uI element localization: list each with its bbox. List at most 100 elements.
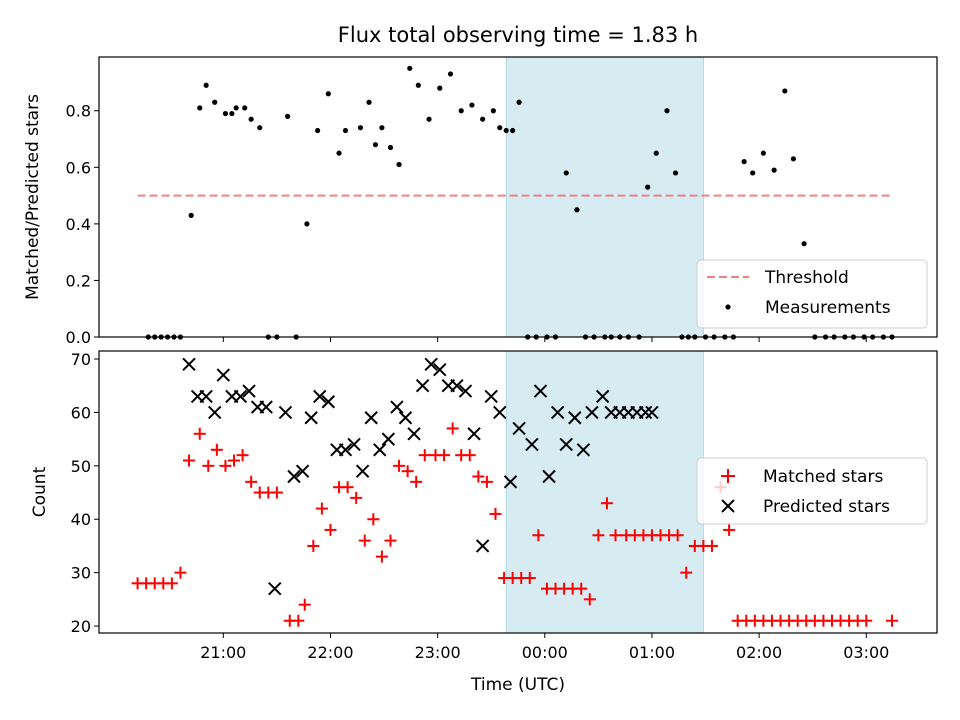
legend-predicted-label: Predicted stars — [763, 497, 890, 517]
predicted-star-marker — [347, 437, 361, 452]
bottom-legend-box — [696, 457, 928, 525]
measurement-point — [458, 108, 464, 114]
measurement-point — [407, 65, 413, 71]
predicted-star-marker — [373, 443, 387, 457]
measurement-point — [447, 71, 454, 77]
measurement-point — [248, 116, 254, 122]
measurement-point — [469, 102, 475, 108]
predicted-star-marker — [233, 389, 248, 404]
bottom-panel: 20 30 40 50 60 70 21:00 22:00 23:00 00:00 01:00 02… — [30, 350, 938, 695]
measurement-point — [426, 116, 432, 122]
measurement-point — [645, 184, 651, 190]
matched-star-marker — [193, 427, 206, 440]
measurement-point — [203, 82, 209, 88]
matched-star-marker — [463, 449, 476, 462]
matched-star-marker — [183, 454, 196, 467]
measurement-point — [415, 82, 421, 88]
top-y-axis-label: Matched/Predicted stars — [23, 94, 43, 300]
predicted-star-marker — [390, 400, 404, 414]
predicted-star-marker — [585, 405, 599, 420]
bottom-y-axis-label: Count — [30, 466, 50, 517]
matched-star-marker — [532, 529, 545, 542]
measurement-point — [741, 159, 747, 165]
matched-star-marker — [438, 449, 451, 462]
measurement-point — [342, 127, 349, 134]
predicted-star-marker — [321, 395, 336, 409]
x-tick-label: 03:00 — [843, 643, 889, 662]
measurement-point — [563, 170, 569, 176]
bottom-y-tick-label: 40 — [71, 510, 91, 529]
predicted-star-marker — [278, 405, 293, 420]
top-y-tick-label: 0.2 — [66, 271, 91, 290]
measurement-point — [497, 125, 503, 131]
matched-star-marker — [489, 507, 502, 520]
matched-star-marker — [350, 491, 363, 504]
predicted-star-marker — [493, 405, 507, 420]
measurement-point — [233, 105, 239, 111]
matched-star-marker — [202, 459, 215, 472]
predicted-star-marker — [503, 475, 518, 489]
predicted-star-marker — [645, 405, 659, 420]
top-panel: 0.00.20.40.60.8 Matched/Predicted stars … — [23, 56, 938, 347]
measurement-point — [379, 125, 385, 131]
measurement-point — [285, 113, 291, 119]
measurement-point — [387, 144, 394, 151]
top-axes-frame — [98, 56, 938, 338]
matched-star-marker — [384, 534, 397, 547]
bottom-y-tick-label: 50 — [71, 457, 91, 476]
predicted-star-marker — [475, 539, 490, 553]
predicted-star-marker — [287, 469, 301, 484]
matched-star-marker — [367, 513, 380, 526]
matched-star-marker — [219, 459, 232, 472]
measurement-point — [480, 116, 486, 122]
measurement-point — [653, 150, 659, 156]
measurement-point — [771, 167, 777, 173]
chart-title: Flux total observing time = 1.83 h — [338, 23, 698, 47]
predicted-star-marker — [433, 362, 447, 377]
matched-star-marker — [410, 475, 423, 488]
measurement-point — [325, 91, 331, 97]
predicted-star-marker — [458, 384, 473, 398]
predicted-star-marker — [381, 432, 396, 446]
bottom-legend: Matched stars Predicted stars — [696, 457, 928, 525]
matched-star-marker — [523, 571, 536, 584]
legend-matched-label: Matched stars — [763, 467, 883, 487]
measurement-point — [782, 88, 788, 94]
predicted-star-marker — [398, 411, 413, 425]
matched-star-marker — [315, 502, 328, 515]
matched-star-marker — [228, 454, 241, 467]
x-tick-label: 22:00 — [307, 643, 353, 662]
matched-star-marker — [270, 486, 283, 499]
matched-star-marker — [592, 529, 605, 542]
matched-star-marker — [600, 497, 613, 510]
measurement-point — [396, 161, 402, 168]
measurement-point — [188, 212, 194, 218]
predicted-star-marker — [467, 427, 481, 441]
matched-star-marker — [418, 449, 431, 462]
legend-predicted-swatch — [721, 499, 735, 513]
matched-star-marker — [609, 529, 622, 542]
matched-star-marker — [236, 449, 249, 462]
matched-star-marker — [210, 443, 223, 456]
matched-star-marker — [165, 577, 178, 590]
measurement-point — [516, 99, 522, 105]
bottom-y-tick-label: 60 — [71, 403, 91, 422]
measurement-point — [222, 110, 229, 117]
predicted-star-marker — [208, 405, 222, 420]
measurement-point — [574, 207, 580, 213]
x-tick-label: 21:00 — [200, 643, 246, 662]
matched-star-marker — [723, 523, 736, 536]
predicted-star-marker — [268, 581, 282, 596]
observing-window-span — [505, 56, 704, 338]
measurement-point — [336, 150, 342, 156]
measurement-point — [790, 156, 797, 162]
x-tick-label: 23:00 — [415, 643, 461, 662]
measurement-point — [197, 105, 203, 111]
measurement-point — [242, 105, 248, 111]
predicted-star-marker — [525, 437, 539, 452]
matched-star-marker — [358, 534, 371, 547]
measurement-point — [315, 127, 321, 134]
matched-star-marker — [860, 614, 873, 627]
measurement-point — [257, 125, 263, 131]
predicted-star-marker — [533, 384, 548, 398]
